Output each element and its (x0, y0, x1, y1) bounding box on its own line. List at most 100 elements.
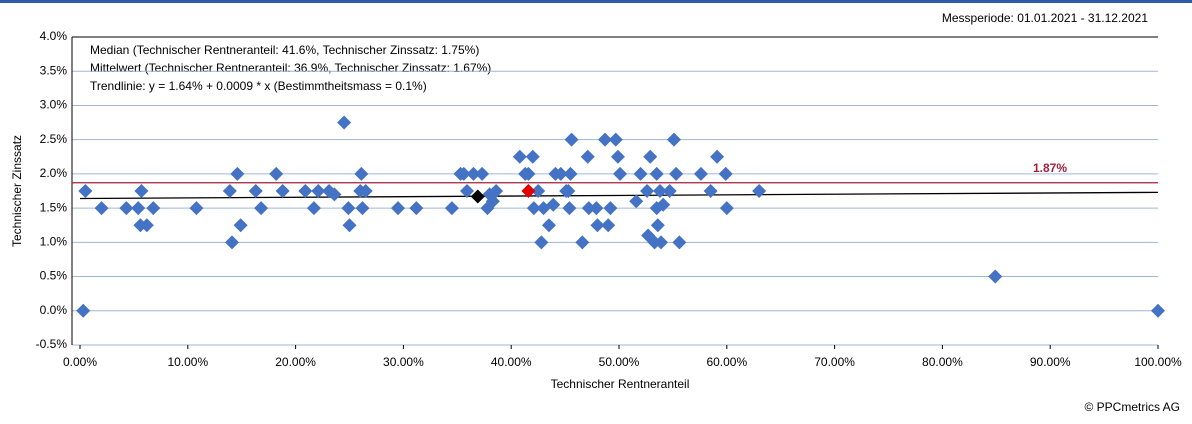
data-point (222, 184, 237, 198)
x-tick-label: 60.00% (706, 355, 747, 369)
data-point (1151, 303, 1165, 318)
data-point (672, 235, 687, 250)
data-point (475, 166, 490, 181)
copyright: © PPCmetrics AG (1084, 400, 1180, 414)
y-tick-label: 3.5% (40, 63, 68, 77)
highlight-point (470, 189, 485, 204)
data-point (131, 201, 146, 216)
data-point (94, 201, 109, 216)
y-tick-label: 1.5% (40, 200, 68, 214)
data-point (354, 166, 369, 181)
data-point (485, 194, 500, 209)
data-point (521, 166, 536, 181)
annotation: Mittelwert (Technischer Rentneranteil: 3… (90, 61, 491, 75)
data-point (656, 197, 671, 212)
data-point (409, 201, 424, 216)
data-point (444, 201, 459, 216)
x-tick-label: 90.00% (1030, 355, 1071, 369)
data-point (650, 218, 665, 233)
data-point (575, 235, 590, 250)
data-point (466, 166, 481, 181)
data-point (541, 218, 556, 233)
data-point (562, 201, 577, 216)
data-point (254, 201, 269, 216)
data-point (146, 201, 161, 216)
data-point (703, 184, 718, 198)
data-point (640, 184, 655, 198)
x-tick-label: 0.00% (63, 355, 97, 369)
data-point (988, 269, 1003, 284)
data-point (654, 235, 669, 250)
data-point (603, 201, 618, 216)
data-point (460, 184, 475, 198)
x-tick-label: 30.00% (383, 355, 424, 369)
y-tick-label: 2.5% (40, 132, 68, 146)
data-point (666, 132, 681, 147)
y-tick-label: 0.5% (40, 269, 68, 283)
data-point (391, 201, 406, 216)
data-point (342, 218, 357, 233)
data-point (358, 184, 373, 198)
y-tick-label: 0.0% (40, 303, 68, 317)
y-tick-label: 3.0% (40, 98, 68, 112)
data-point (563, 166, 578, 181)
data-point (233, 218, 248, 233)
x-tick-label: 40.00% (491, 355, 532, 369)
data-point (275, 184, 290, 198)
data-point (139, 218, 154, 233)
data-point (489, 184, 504, 198)
data-point (710, 149, 725, 164)
x-tick-label: 80.00% (922, 355, 963, 369)
period-header: Messperiode: 01.01.2021 - 31.12.2021 (942, 11, 1148, 25)
trendline (79, 191, 1159, 200)
data-point (355, 201, 370, 216)
data-point (531, 184, 546, 198)
reference-label: 1.87% (1033, 161, 1067, 175)
data-point (561, 184, 576, 198)
x-tick-label: 20.00% (275, 355, 316, 369)
data-point (269, 166, 284, 181)
data-point (311, 184, 326, 198)
annotation: Trendlinie: y = 1.64% + 0.0009 * x (Best… (90, 79, 427, 93)
data-point (553, 166, 568, 181)
data-point (230, 166, 245, 181)
data-point (327, 187, 342, 202)
x-tick-label: 100.00% (1134, 355, 1182, 369)
data-point (525, 149, 540, 164)
y-tick-label: 1.0% (40, 235, 68, 249)
y-axis-title: Technischer Zinssatz (10, 135, 24, 247)
y-tick-label: -0.5% (36, 337, 68, 351)
data-point (581, 201, 596, 216)
data-point (564, 132, 579, 147)
data-point (534, 235, 549, 250)
data-point (189, 201, 204, 216)
x-tick-label: 50.00% (599, 355, 640, 369)
x-tick-label: 70.00% (814, 355, 855, 369)
data-point (662, 184, 677, 198)
data-point (693, 166, 708, 181)
top-bar (0, 0, 1192, 3)
data-point (76, 303, 91, 318)
data-point (119, 201, 134, 216)
data-point (78, 184, 93, 198)
data-point (601, 218, 616, 233)
data-point (608, 132, 623, 147)
data-point (526, 201, 541, 216)
data-point (629, 194, 644, 209)
data-point (752, 184, 767, 198)
y-tick-label: 2.0% (40, 166, 68, 180)
data-point (306, 201, 321, 216)
x-axis-title: Technischer Rentneranteil (551, 377, 690, 391)
data-point (643, 149, 658, 164)
data-point (248, 184, 263, 198)
data-point (298, 184, 313, 198)
data-point (590, 218, 605, 233)
data-point (580, 149, 595, 164)
data-point (669, 166, 684, 181)
data-point (589, 201, 604, 216)
data-point (134, 184, 149, 198)
data-point (633, 166, 648, 181)
data-point (718, 166, 733, 181)
data-point (719, 201, 734, 216)
